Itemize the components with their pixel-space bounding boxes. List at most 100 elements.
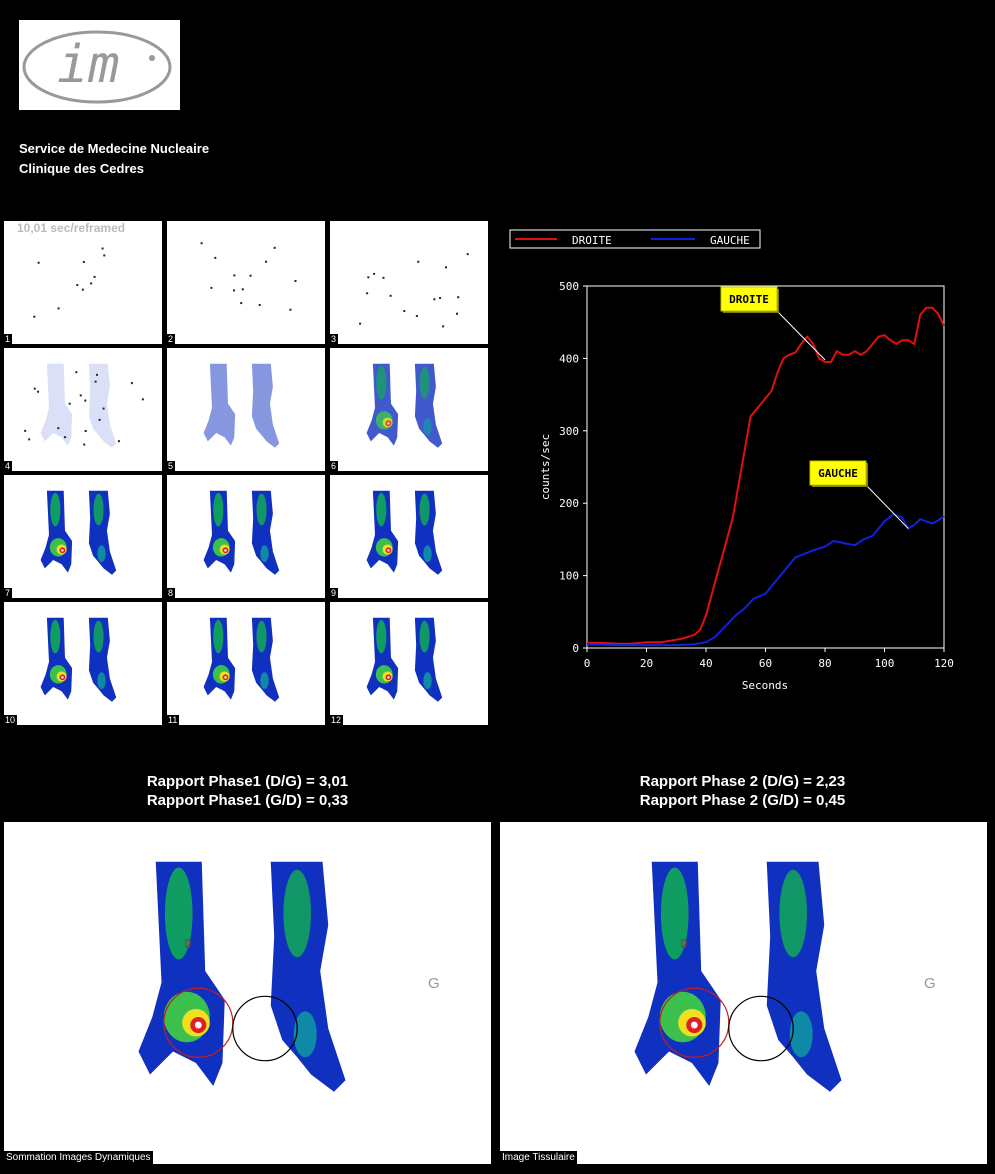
uptake-zone: [283, 869, 311, 958]
uptake-zone: [419, 366, 430, 399]
feet-pair: D: [634, 861, 842, 1092]
phase2-ratios: Rapport Phase 2 (D/G) = 2,23 Rapport Pha…: [495, 772, 990, 810]
feet-pair: [366, 363, 443, 448]
annotation-box: [720, 286, 778, 312]
count-speck: [417, 260, 420, 263]
y-tick-label: 0: [572, 642, 579, 655]
hotspot-core: [61, 676, 64, 679]
uptake-zone: [50, 492, 61, 527]
feet-pair: [40, 617, 117, 702]
dynamic-frame: 9: [330, 475, 488, 598]
legend-label-droite: DROITE: [572, 234, 612, 247]
count-speck: [403, 310, 406, 313]
frame-image: [203, 617, 280, 702]
uptake-zone: [779, 869, 807, 958]
left-foot-shape: [88, 363, 117, 448]
frame-number: 11: [167, 715, 180, 725]
count-speck: [265, 260, 268, 263]
uptake-zone: [164, 867, 193, 960]
roi-marker: D: [681, 937, 688, 951]
count-speck: [37, 261, 40, 264]
count-speck: [240, 302, 243, 305]
dynamic-frame: 5: [167, 348, 325, 471]
count-speck: [81, 288, 84, 291]
frame-number: 8: [167, 588, 176, 598]
uptake-zone: [93, 493, 104, 526]
count-speck: [102, 407, 105, 410]
count-speck: [84, 399, 87, 402]
dynamic-frame: 4: [4, 348, 162, 471]
x-tick-label: 60: [759, 657, 772, 670]
feet-pair: [203, 363, 280, 448]
count-speck: [64, 436, 67, 439]
dynamic-frame: 7: [4, 475, 162, 598]
service-name: Service de Medecine Nucleaire: [19, 141, 210, 156]
y-tick-label: 300: [559, 425, 579, 438]
frame-number: 4: [4, 461, 13, 471]
frame-image: [200, 242, 297, 311]
count-speck: [210, 286, 213, 289]
right-foot-shape: [40, 363, 73, 446]
phase1-dg-ratio: Rapport Phase1 (D/G) = 3,01: [146, 773, 349, 790]
y-tick-label: 100: [559, 570, 579, 583]
uptake-zone: [423, 672, 432, 690]
frame-number: 1: [4, 334, 13, 344]
count-speck: [57, 427, 60, 430]
y-tick-label: 500: [559, 280, 579, 293]
chart-legend: DROITE GAUCHE: [509, 229, 761, 249]
hotspot-core: [387, 422, 390, 425]
frame-number: 7: [4, 588, 13, 598]
count-speck: [93, 275, 96, 278]
frame-image: [40, 490, 117, 575]
frame-image: [203, 363, 280, 448]
x-tick-label: 40: [699, 657, 712, 670]
count-speck: [457, 296, 460, 299]
count-speck: [359, 322, 362, 325]
hotspot-core: [224, 549, 227, 552]
count-speck: [79, 394, 82, 397]
frame-number: 3: [330, 334, 339, 344]
count-speck: [83, 443, 86, 446]
count-speck: [373, 272, 376, 275]
dynamic-frame: 2: [167, 221, 325, 344]
tissue-image: D G Image Tissulaire: [500, 822, 987, 1164]
uptake-zone: [660, 867, 689, 960]
count-speck: [289, 308, 292, 311]
frame-image: [203, 490, 280, 575]
count-speck: [90, 282, 93, 285]
chart-annotation: DROITE: [720, 286, 826, 361]
uptake-zone: [260, 545, 269, 563]
feet-pair: [366, 490, 443, 575]
phase2-dg-ratio: Rapport Phase 2 (D/G) = 2,23: [639, 773, 846, 790]
summed-dynamic-image: D G Sommation Images Dynamiques: [4, 822, 491, 1164]
uptake-zone: [256, 493, 267, 526]
frame-image: [33, 247, 106, 318]
x-tick-label: 120: [934, 657, 954, 670]
annotation-label: DROITE: [729, 293, 769, 306]
uptake-zone: [93, 620, 104, 653]
count-speck: [241, 288, 244, 291]
uptake-zone: [423, 545, 432, 563]
phase2-gd-ratio: Rapport Phase 2 (G/D) = 0,45: [639, 792, 846, 809]
frame-number: 9: [330, 588, 339, 598]
right-panel-caption: Image Tissulaire: [500, 1151, 577, 1164]
frame-image: [359, 253, 469, 328]
count-speck: [33, 387, 36, 390]
logo-graphic: im: [22, 30, 172, 104]
frame-image: [24, 363, 144, 448]
side-marker-left-panel: G: [428, 975, 440, 992]
x-tick-label: 80: [818, 657, 831, 670]
count-speck: [200, 242, 203, 245]
frame-number: 6: [330, 461, 339, 471]
dynamic-frame: 1: [4, 221, 162, 344]
count-speck: [232, 289, 235, 292]
count-speck: [82, 260, 85, 263]
frame-number: 5: [167, 461, 176, 471]
dynamic-frame: 8: [167, 475, 325, 598]
count-speck: [75, 371, 78, 374]
hotspot-core: [387, 676, 390, 679]
uptake-zone: [376, 365, 387, 400]
count-speck: [389, 294, 392, 297]
roi-left: [232, 995, 298, 1062]
annotation-label: GAUCHE: [818, 467, 858, 480]
